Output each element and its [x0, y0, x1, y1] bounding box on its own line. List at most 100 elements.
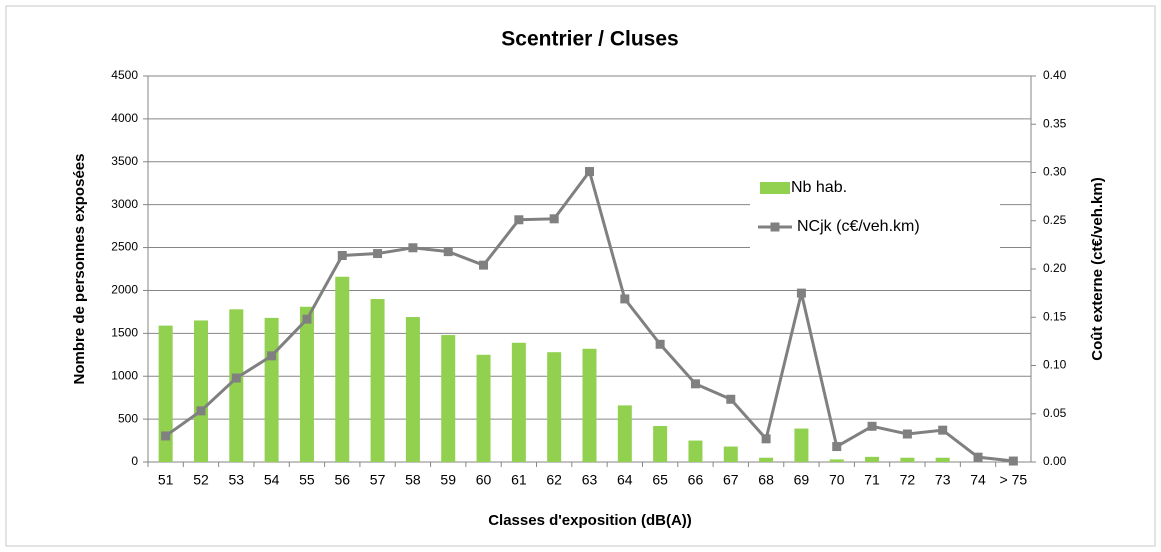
marker — [373, 249, 383, 259]
y2-tick-label: 0.15 — [1043, 309, 1067, 323]
bar — [158, 325, 173, 462]
y2-axis-label: Coût externe (ct€/veh.km) — [1089, 177, 1106, 360]
legend-label: NCjk (c€/veh.km) — [797, 218, 920, 235]
x-tick-label: 59 — [440, 472, 456, 488]
chart-title: Scentrier / Cluses — [501, 28, 678, 51]
y-tick-label: 4500 — [111, 68, 138, 82]
marker — [479, 260, 489, 270]
marker — [302, 314, 312, 324]
y2-tick-label: 0.30 — [1043, 165, 1067, 179]
x-tick-label: 68 — [758, 472, 774, 488]
marker — [867, 421, 877, 431]
x-tick-label: 62 — [546, 472, 562, 488]
y-tick-label: 3000 — [111, 197, 138, 211]
x-tick-label: 63 — [582, 472, 598, 488]
bar — [264, 317, 279, 462]
bar — [935, 457, 950, 462]
bar — [759, 457, 774, 462]
bar — [900, 457, 915, 462]
marker — [549, 214, 559, 224]
x-tick-label: 70 — [829, 472, 845, 488]
marker — [620, 294, 630, 304]
x-tick-label: 56 — [334, 472, 350, 488]
bar — [229, 309, 244, 462]
bar — [405, 317, 420, 462]
bar — [865, 456, 880, 462]
marker — [655, 339, 665, 349]
bar — [299, 306, 314, 462]
y2-tick-label: 0.20 — [1043, 261, 1067, 275]
x-axis-label: Classes d'exposition (dB(A)) — [488, 512, 692, 529]
marker — [231, 373, 241, 383]
x-tick-label: 64 — [617, 472, 633, 488]
x-tick-label: 74 — [970, 472, 986, 488]
bar — [723, 446, 738, 462]
marker — [761, 434, 771, 444]
y-tick-label: 1500 — [111, 326, 138, 340]
marker — [726, 394, 736, 404]
marker — [1008, 456, 1018, 466]
y-tick-label: 500 — [118, 411, 138, 425]
chart-frame — [5, 5, 1156, 547]
y2-tick-label: 0.35 — [1043, 116, 1067, 130]
bar — [335, 276, 350, 462]
marker — [267, 351, 277, 361]
marker — [973, 452, 983, 462]
marker — [161, 431, 171, 441]
x-tick-label: 71 — [864, 472, 880, 488]
marker — [514, 215, 524, 225]
bar — [511, 342, 526, 462]
legend-label: Nb hab. — [791, 179, 847, 196]
y-tick-label: 2000 — [111, 283, 138, 297]
bar — [441, 335, 456, 462]
x-tick-label: 65 — [652, 472, 668, 488]
marker — [796, 288, 806, 298]
x-tick-label: 72 — [900, 472, 916, 488]
y2-tick-label: 0.40 — [1043, 68, 1067, 82]
y2-tick-label: 0.25 — [1043, 213, 1067, 227]
marker — [938, 425, 948, 435]
x-tick-label: 66 — [688, 472, 704, 488]
bar — [794, 428, 809, 462]
marker — [902, 429, 912, 439]
x-tick-label: 53 — [229, 472, 245, 488]
x-tick-label: 54 — [264, 472, 280, 488]
marker — [337, 250, 347, 260]
x-tick-label: 52 — [193, 472, 209, 488]
x-tick-label: 55 — [299, 472, 315, 488]
bar — [476, 354, 491, 462]
bar — [688, 440, 703, 462]
bar — [582, 348, 597, 462]
y-tick-label: 2500 — [111, 240, 138, 254]
y-tick-label: 3500 — [111, 154, 138, 168]
bar — [547, 352, 562, 462]
x-tick-label: 60 — [476, 472, 492, 488]
marker — [585, 167, 594, 177]
y2-tick-label: 0.10 — [1043, 358, 1067, 372]
marker — [196, 406, 206, 416]
x-tick-label: 57 — [370, 472, 386, 488]
y-axis-label: Nombre de personnes exposées — [71, 154, 88, 385]
y2-tick-label: 0.05 — [1043, 406, 1067, 420]
x-tick-label: 58 — [405, 472, 421, 488]
x-tick-label: 61 — [511, 472, 527, 488]
x-tick-label: 73 — [935, 472, 951, 488]
marker — [443, 247, 453, 257]
y2-tick-label: 0.00 — [1043, 454, 1067, 468]
x-tick-label: 67 — [723, 472, 739, 488]
marker — [408, 243, 418, 253]
bar — [370, 299, 385, 462]
bar — [653, 425, 668, 462]
legend-swatch — [770, 222, 780, 232]
x-tick-label: 51 — [158, 472, 174, 488]
x-tick-label: 69 — [794, 472, 810, 488]
bar — [617, 405, 632, 462]
marker — [832, 442, 842, 452]
bar — [829, 459, 844, 462]
legend-box — [750, 172, 1000, 248]
x-tick-label: > 75 — [1000, 472, 1028, 488]
y-tick-label: 0 — [131, 454, 138, 468]
legend-swatch — [760, 182, 790, 194]
marker — [690, 379, 700, 389]
